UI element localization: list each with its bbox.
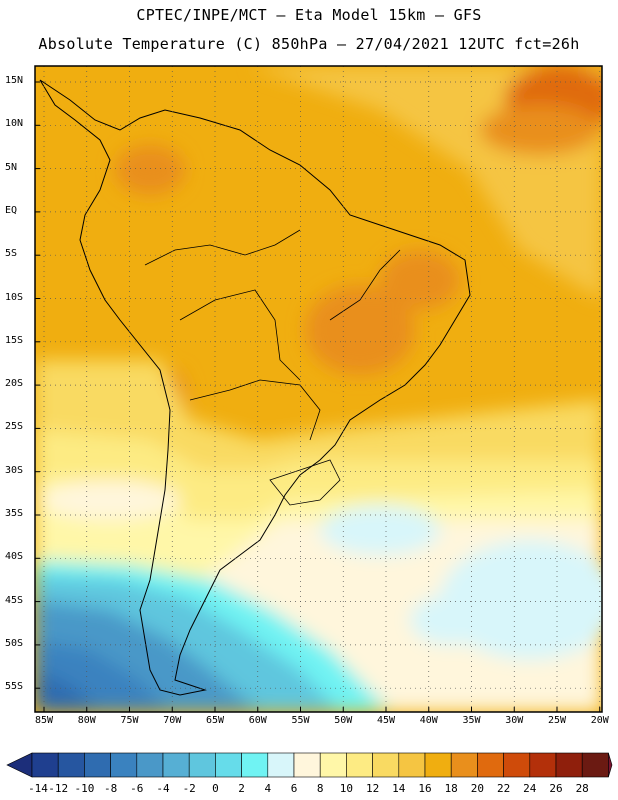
colorbar-swatch [424, 752, 452, 778]
latitude-label: 50S [5, 637, 24, 649]
colorbar-label: 22 [496, 782, 511, 795]
colorbar-swatch [162, 752, 190, 778]
colorbar-label: 6 [290, 782, 298, 795]
colorbar-label: 20 [470, 782, 485, 795]
colorbar-swatch [136, 752, 164, 778]
longitude-label: 85W [34, 715, 54, 726]
latitude-label: 45S [5, 594, 24, 606]
colorbar-swatch [84, 752, 111, 778]
colorbar-label: -12 [48, 782, 69, 795]
colorbar-swatch [529, 752, 557, 778]
longitude-label: 35W [462, 715, 481, 726]
colorbar-swatch [477, 752, 504, 778]
colorbar-swatch [57, 752, 85, 778]
colorbar-label: 4 [264, 782, 272, 795]
colorbar-label: -8 [103, 782, 118, 795]
colorbar-swatch [398, 752, 426, 778]
latitude-label: 30S [5, 464, 24, 476]
latitude-label: EQ [5, 204, 18, 216]
colorbar-over-arrow [608, 752, 613, 778]
continent-outline [39, 79, 471, 696]
colorbar-swatch [293, 752, 321, 778]
latitude-label: 10N [5, 118, 24, 130]
colorbar-swatch [215, 752, 242, 778]
longitude-label: 20W [590, 715, 609, 726]
map-frame [34, 65, 603, 713]
longitude-label: 80W [77, 715, 96, 726]
colorbar-swatch [346, 752, 373, 778]
colorbar-under-arrow [6, 752, 33, 778]
latitude-label: 15N [5, 75, 24, 86]
latitude-label: 35S [5, 508, 24, 519]
colorbar-swatch [503, 752, 531, 778]
colorbar-swatch [267, 752, 295, 778]
colorbar-swatch [110, 752, 138, 778]
latitude-label: 55S [5, 681, 24, 693]
colorbar [6, 752, 613, 778]
colorbar-label: 24 [523, 782, 537, 795]
longitude-label: 25W [547, 715, 567, 726]
colorbar-label: -2 [182, 782, 196, 795]
colorbar-swatch [31, 752, 59, 778]
longitude-label: 60W [248, 715, 267, 726]
colorbar-label: 0 [212, 782, 219, 795]
latitude-label: 20S [5, 378, 24, 390]
colorbar-label: 8 [316, 782, 324, 795]
temperature-field [35, 66, 602, 712]
colorbar-swatch [372, 752, 400, 778]
map-title-line-1: CPTEC/INPE/MCT — Eta Model 15km — GFS [136, 6, 482, 24]
colorbar-swatch [241, 752, 269, 778]
colorbar-label: -14 [28, 782, 48, 795]
longitude-label: 30W [505, 715, 524, 726]
colorbar-label: 26 [549, 782, 563, 795]
latitude-label: 5S [5, 248, 18, 260]
longitude-label: 40W [419, 715, 438, 726]
colorbar-label: 16 [418, 782, 432, 795]
colorbar-swatch [319, 752, 347, 778]
colorbar-label: -10 [74, 782, 95, 795]
colorbar-label: 2 [238, 782, 245, 795]
colorbar-label: -6 [130, 782, 144, 795]
colorbar-swatch [188, 752, 216, 778]
longitude-label: 70W [163, 715, 182, 726]
longitude-label: 50W [334, 715, 353, 726]
longitude-label: 45W [376, 715, 396, 726]
latitude-label: 15S [5, 334, 24, 346]
latitude-label: 40S [5, 551, 24, 563]
colorbar-swatch [581, 752, 609, 778]
longitude-label: 75W [120, 715, 139, 726]
colorbar-label: 18 [444, 782, 458, 795]
colorbar-label: -4 [156, 782, 170, 795]
colorbar-label: 10 [339, 782, 354, 795]
latitude-label: 5N [5, 161, 18, 173]
colorbar-label: 28 [575, 782, 589, 795]
latitude-label: 25S [5, 421, 24, 433]
colorbar-label: 14 [392, 782, 406, 795]
map-title-line-2: Absolute Temperature (C) 850hPa — 27/04/… [38, 35, 580, 53]
longitude-label: 65W [205, 715, 225, 726]
latitude-label: 10S [5, 291, 24, 303]
longitude-label: 55W [291, 715, 310, 726]
colorbar-label: 12 [365, 782, 380, 795]
colorbar-swatch [450, 752, 478, 778]
colorbar-swatch [555, 752, 583, 778]
